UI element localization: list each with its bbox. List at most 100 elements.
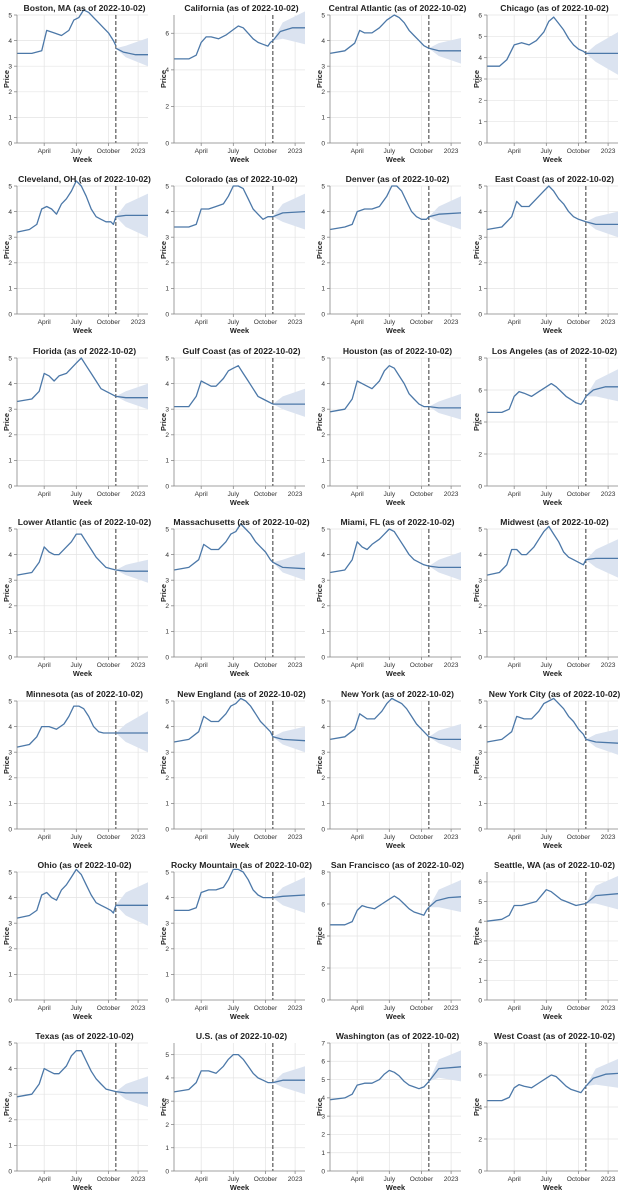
chart-title: Florida (as of 2022-10-02)	[33, 346, 136, 356]
x-tick-label: July	[70, 319, 82, 326]
y-tick-label: 1	[165, 286, 169, 293]
x-tick-label: October	[97, 834, 121, 841]
price-forecast-line	[584, 893, 618, 905]
chart-title: Chicago (as of 2022-10-02)	[500, 3, 609, 13]
y-tick-label: 4	[321, 381, 325, 388]
x-tick-label: October	[566, 834, 590, 841]
forecast-interval-band	[272, 388, 305, 417]
x-tick-label: 2023	[444, 319, 459, 326]
y-tick-label: 2	[8, 432, 12, 439]
x-tick-label: October	[253, 1176, 277, 1183]
x-tick-label: October	[566, 1176, 590, 1183]
axis-domain	[486, 700, 618, 829]
x-tick-label: April	[194, 1005, 208, 1012]
x-tick-label: 2023	[131, 319, 146, 326]
price-forecast-line	[115, 47, 148, 56]
price-forecast-line	[428, 735, 461, 740]
y-axis-label: Price	[472, 70, 481, 88]
y-tick-label: 4	[478, 1105, 482, 1112]
y-tick-label: 4	[8, 723, 12, 730]
x-tick-label: October	[97, 1005, 121, 1012]
y-tick-label: 0	[165, 1169, 169, 1176]
chart-panel: 0 1 2 3 4 5 6 April July October 2023 Week Price Chic…	[470, 0, 626, 171]
x-tick-label: July	[540, 1176, 552, 1183]
y-tick-label: 3	[8, 578, 12, 585]
price-history-line	[173, 523, 273, 571]
line-chart: 0 2 4 6 8 April July October 2023 Week Price San Fr…	[315, 860, 464, 1021]
x-axis-label: Week	[386, 669, 406, 678]
y-tick-label: 3	[478, 76, 482, 83]
y-tick-label: 0	[321, 826, 325, 833]
y-tick-label: 2	[321, 965, 325, 972]
x-tick-label: October	[566, 491, 590, 498]
y-tick-label: 5	[165, 1052, 169, 1059]
price-history-line	[173, 697, 273, 743]
y-tick-label: 5	[8, 355, 12, 362]
price-forecast-line	[115, 569, 148, 573]
y-tick-label: 4	[8, 895, 12, 902]
chart-panel: 0 1 2 3 4 5 April July October 2023 Week Price Gulf …	[157, 343, 313, 514]
axis-domain	[329, 186, 461, 315]
y-tick-label: 4	[478, 919, 482, 926]
x-tick-label: July	[227, 1176, 239, 1183]
x-tick-label: October	[566, 1005, 590, 1012]
price-history-line	[329, 697, 430, 740]
y-tick-label: 5	[8, 869, 12, 876]
x-tick-label: April	[38, 1005, 52, 1012]
x-axis-label: Week	[542, 669, 562, 678]
forecast-interval-band	[428, 880, 461, 912]
price-forecast-line	[272, 894, 305, 899]
y-tick-label: 5	[321, 12, 325, 19]
price-forecast-line	[115, 215, 148, 218]
chart-panel: 0 1 2 3 4 5 April July October 2023 Week Price Ohio …	[0, 857, 156, 1028]
chart-panel: 0 1 2 3 4 5 April July October 2023 Week Price Rocky…	[157, 857, 313, 1028]
chart-panel: 0 1 2 3 4 5 April July October 2023 Week Price Texas…	[0, 1028, 156, 1199]
y-tick-label: 2	[165, 432, 169, 439]
y-axis-label: Price	[2, 70, 11, 88]
y-tick-label: 6	[478, 879, 482, 886]
x-tick-label: April	[38, 491, 52, 498]
y-tick-label: 1	[321, 286, 325, 293]
forecast-interval-band	[272, 552, 305, 581]
y-axis-label: Price	[472, 584, 481, 602]
y-axis-label: Price	[159, 241, 168, 259]
y-tick-label: 0	[321, 312, 325, 319]
y-tick-label: 2	[165, 946, 169, 953]
axis-domain	[173, 186, 305, 315]
x-tick-label: 2023	[131, 1176, 146, 1183]
chart-title: New England (as of 2022-10-02)	[177, 689, 306, 699]
y-tick-label: 1	[478, 286, 482, 293]
y-tick-label: 1	[478, 800, 482, 807]
x-tick-label: October	[253, 319, 277, 326]
y-tick-label: 3	[165, 921, 169, 928]
x-axis-label: Week	[73, 155, 93, 164]
chart-panel: 0 1 2 3 4 5 April July October 2023 Week Price Denve…	[313, 171, 469, 342]
price-history-line	[329, 185, 430, 231]
chart-title: Massachusetts (as of 2022-10-02)	[173, 517, 309, 527]
axis-domain	[173, 357, 305, 487]
y-tick-label: 0	[321, 997, 325, 1004]
x-tick-label: July	[227, 491, 239, 498]
y-tick-label: 0	[165, 997, 169, 1004]
y-tick-label: 0	[478, 140, 482, 147]
y-tick-label: 1	[8, 972, 12, 979]
x-axis-label: Week	[73, 841, 93, 850]
line-chart: 0 1 2 3 4 5 April July October 2023 Week Price U.S. …	[159, 1031, 305, 1192]
y-axis-label: Price	[315, 1098, 324, 1116]
price-history-line	[486, 1074, 586, 1102]
x-tick-label: April	[38, 1176, 52, 1183]
axis-domain	[173, 15, 305, 144]
x-tick-label: 2023	[131, 1005, 146, 1012]
y-tick-label: 0	[478, 312, 482, 319]
y-tick-label: 2	[478, 603, 482, 610]
forecast-interval-band	[115, 1076, 148, 1108]
chart-title: Midwest (as of 2022-10-02)	[500, 517, 609, 527]
y-tick-label: 4	[8, 209, 12, 216]
chart-panel: 0 2 4 6 8 April July October 2023 Week Price West C…	[470, 1028, 626, 1199]
x-tick-label: July	[540, 662, 552, 669]
chart-panel: 0 1 2 3 4 5 April July October 2023 Week Price Minne…	[0, 686, 156, 857]
chart-title: Boston, MA (as of 2022-10-02)	[24, 3, 146, 13]
y-axis-label: Price	[2, 756, 11, 774]
price-history-line	[16, 357, 117, 402]
price-history-line	[486, 185, 586, 231]
